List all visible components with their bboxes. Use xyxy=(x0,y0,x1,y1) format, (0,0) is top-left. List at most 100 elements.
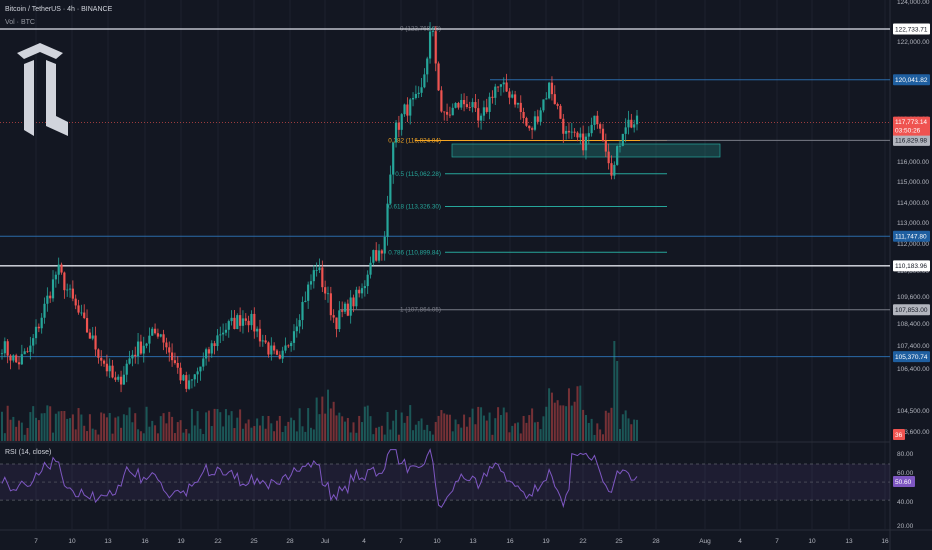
price-tick-label: 124,000.00 xyxy=(897,0,930,6)
candle-body xyxy=(389,174,392,204)
candle-body xyxy=(236,315,239,329)
volume-bar xyxy=(593,434,596,441)
volume-bar xyxy=(426,424,429,441)
volume-indicator-label[interactable]: Vol · BTC xyxy=(5,19,35,26)
candle-body xyxy=(187,380,191,389)
time-tick-label: 10 xyxy=(808,538,816,545)
candle-body xyxy=(179,367,182,381)
volume-bar xyxy=(437,415,440,441)
volume-bar xyxy=(1,411,3,441)
rsi-tick-label: 80.00 xyxy=(897,451,914,458)
volume-bar xyxy=(52,432,55,441)
volume-bars xyxy=(1,341,638,441)
candle-body xyxy=(465,104,469,108)
symbol-title[interactable]: Bitcoin / TetherUS · 4h · BINANCE xyxy=(5,6,113,13)
volume-bar xyxy=(312,429,315,441)
volume-bar xyxy=(528,415,531,441)
candle-body xyxy=(343,303,347,312)
candle-body xyxy=(182,375,185,381)
volume-bar xyxy=(162,413,165,441)
candle-body xyxy=(43,303,46,318)
candle-body xyxy=(145,343,148,346)
candle-body xyxy=(454,103,457,108)
volume-bar xyxy=(173,433,176,441)
candle-body xyxy=(462,99,466,105)
candle-body xyxy=(119,376,123,385)
volume-bar xyxy=(522,415,525,441)
rsi-indicator-label[interactable]: RSI (14, close) xyxy=(5,449,52,456)
volume-bar xyxy=(156,433,159,441)
candle-body xyxy=(9,355,12,361)
volume-bar xyxy=(358,415,361,441)
candle-body xyxy=(474,102,477,109)
volume-bar xyxy=(100,412,103,441)
candle-body xyxy=(80,312,83,314)
candle-body xyxy=(199,366,202,372)
candle-body xyxy=(420,87,423,93)
volume-bar xyxy=(607,412,610,441)
volume-bar xyxy=(417,421,420,441)
candle-body xyxy=(431,31,434,32)
volume-bar xyxy=(383,434,386,441)
candle-body xyxy=(403,104,406,115)
volume-bar xyxy=(636,419,638,441)
candle-body xyxy=(253,313,256,332)
volume-bar xyxy=(227,415,230,441)
volume-bar xyxy=(463,414,466,441)
candle-body xyxy=(358,289,361,294)
candle-body xyxy=(545,98,548,100)
level-badge-label: 110,183.96 xyxy=(895,263,927,270)
volume-bar xyxy=(610,407,613,441)
candle-body xyxy=(159,334,162,337)
candle-body xyxy=(335,317,338,330)
candle-body xyxy=(576,132,579,138)
volume-bar xyxy=(349,432,352,441)
candle-body xyxy=(341,310,344,312)
volume-bar xyxy=(159,416,162,441)
volume-bar xyxy=(599,429,602,441)
volume-bar xyxy=(380,425,383,441)
volume-bar xyxy=(196,411,199,441)
level-badge-label: 107,853.00 xyxy=(895,307,928,314)
time-tick-label: 19 xyxy=(177,538,185,545)
volume-bar xyxy=(304,431,307,441)
candle-body xyxy=(284,345,287,351)
candle-body xyxy=(346,303,349,316)
candle-body xyxy=(151,328,154,336)
candle-body xyxy=(508,91,511,98)
volume-bar xyxy=(372,434,375,441)
volume-bar xyxy=(403,422,406,441)
fib-label-0.618: 0.618 (113,326.30) xyxy=(388,204,441,211)
volume-bar xyxy=(97,434,100,441)
volume-bar xyxy=(344,421,347,441)
candle-body xyxy=(426,58,429,75)
volume-bar xyxy=(361,422,364,441)
volume-bar xyxy=(35,417,38,441)
volume-bar xyxy=(576,386,579,441)
volume-bar xyxy=(77,408,80,441)
candle-body xyxy=(275,350,279,355)
volume-bar xyxy=(267,415,270,441)
volume-bar xyxy=(386,411,389,441)
volume-bar xyxy=(536,421,539,441)
fib-label-0.786: 0.786 (110,899.84) xyxy=(388,249,441,256)
candle-body xyxy=(593,115,596,125)
candle-body xyxy=(616,146,619,165)
volume-bar xyxy=(559,405,562,441)
candle-body xyxy=(499,84,503,87)
candle-body xyxy=(406,104,409,116)
volume-bar xyxy=(151,420,154,441)
candle-body xyxy=(630,119,633,128)
volume-bar xyxy=(105,417,108,441)
volume-bar xyxy=(604,410,607,441)
fib-label-0.5: 0.5 (115,062.28) xyxy=(395,171,441,178)
candle-body xyxy=(596,115,599,125)
candle-body xyxy=(542,99,545,111)
rsi-axis: 80.00 60.00 40.00 20.00 50.60 xyxy=(893,451,915,530)
volume-bar xyxy=(567,388,570,441)
candle-body xyxy=(448,114,452,116)
candle-body xyxy=(244,318,247,321)
level-badge-label: 111,747.80 xyxy=(895,234,927,241)
volume-bar xyxy=(120,427,123,441)
